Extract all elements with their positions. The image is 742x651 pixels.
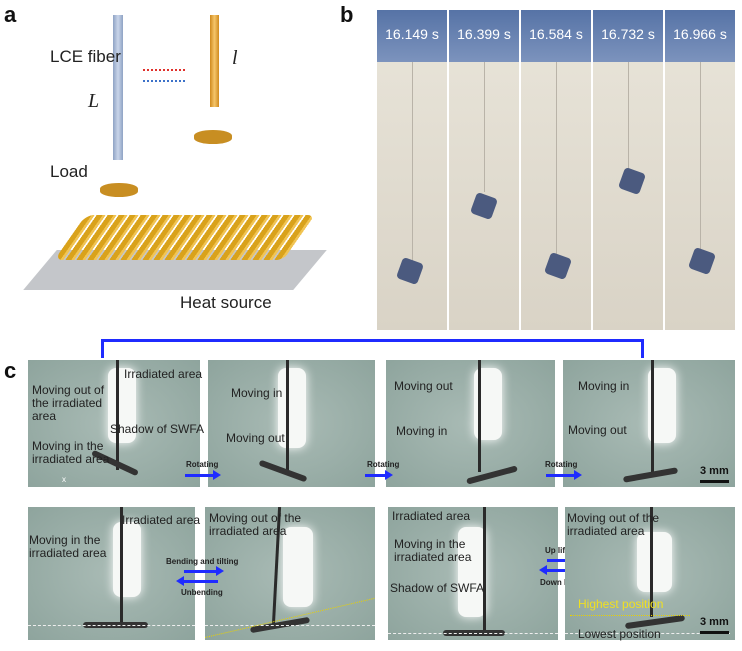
label: Moving in [396, 424, 448, 438]
photo-r2-3 [388, 507, 558, 640]
frame-3: 16.584 s [521, 10, 591, 330]
back-arrow [176, 576, 218, 586]
weight [469, 191, 499, 221]
label: Moving out of the irradiated area [209, 511, 302, 538]
panel-c-label: c [4, 358, 17, 383]
photo-r2-2 [205, 507, 375, 640]
label: Moving in the irradiated area [29, 533, 107, 560]
timestamp: 16.399 s [457, 26, 511, 42]
unbending-label: Unbending [181, 588, 223, 597]
label: Moving in [231, 386, 283, 400]
load-weight-lifted [194, 130, 232, 144]
rotating-label: Rotating [545, 460, 578, 469]
label: Shadow of SWFA [390, 581, 485, 595]
fiber-label: LCE fiber [50, 47, 121, 66]
weight [687, 246, 717, 276]
photo-r1-2 [208, 360, 375, 487]
rotating-arrow [185, 470, 221, 480]
photo-r2-4 [565, 507, 735, 640]
timestamp: 16.584 s [529, 26, 583, 42]
length-l: l [232, 47, 238, 69]
timestamp: 16.732 s [601, 26, 655, 42]
rotating-arrow [546, 470, 582, 480]
label: Moving in the irradiated area [32, 439, 110, 466]
label: Moving out of the irradiated area [567, 511, 660, 538]
label: Moving in [578, 379, 630, 393]
photo-r2-1 [28, 507, 195, 640]
heating-coil [54, 215, 316, 260]
label: Irradiated area [124, 367, 203, 381]
frame-2: 16.399 s [449, 10, 519, 330]
rotating-label: Rotating [367, 460, 400, 469]
load-weight [100, 183, 138, 197]
bending-label: Bending and tilting [166, 557, 239, 566]
load-label: Load [50, 162, 88, 181]
label: Moving out [568, 423, 627, 437]
scale-bar: 3 mm [700, 616, 729, 634]
highest-position-label: Highest position [578, 597, 664, 611]
frame-5: 16.966 s [665, 10, 735, 330]
up-lifting-label: Up lifting [545, 546, 580, 555]
highest-line [570, 615, 690, 616]
label: Irradiated area [392, 509, 471, 523]
label: Moving out of the irradiated area [32, 383, 105, 423]
label: Shadow of SWFA [110, 422, 205, 436]
down-lifting-label: Down lifting [540, 578, 586, 587]
weight [395, 256, 425, 286]
lce-fiber-contracted [210, 15, 219, 107]
frame-4: 16.732 s [593, 10, 663, 330]
lowest-position-label: Lowest position [578, 627, 661, 641]
label: Moving in the irradiated area [394, 537, 472, 564]
back-arrow [539, 565, 581, 575]
axis-x-label: x [62, 475, 66, 484]
contract-arrow [143, 69, 185, 71]
frame-1: 16.149 s [377, 10, 447, 330]
rotating-label: Rotating [186, 460, 219, 469]
photo-r1-1 [28, 360, 200, 487]
timestamp: 16.966 s [673, 26, 727, 42]
weight [543, 251, 573, 281]
label: Moving out [394, 379, 453, 393]
photo-r1-3 [386, 360, 555, 487]
timestamp: 16.149 s [385, 26, 439, 42]
length-L: L [88, 90, 100, 112]
relax-arrow [143, 80, 185, 82]
cycle-return-arrow [101, 339, 644, 358]
label: Irradiated area [122, 513, 201, 527]
forward-arrow [184, 566, 224, 576]
scale-bar: 3 mm [700, 465, 729, 483]
panel-a-label: a [4, 2, 17, 27]
weight [617, 166, 647, 196]
lce-fiber-long [113, 15, 123, 160]
rotating-arrow [365, 470, 393, 480]
label: Moving out [226, 431, 285, 445]
heat-label: Heat source [180, 293, 272, 312]
photo-r1-4 [563, 360, 735, 487]
panel-b-label: b [340, 2, 354, 27]
